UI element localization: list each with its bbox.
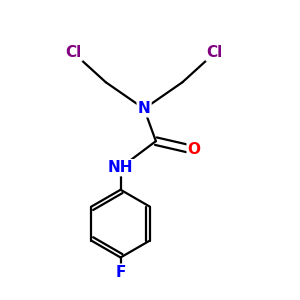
Text: NH: NH <box>108 160 133 175</box>
Text: Cl: Cl <box>65 45 82 60</box>
Text: F: F <box>116 265 126 280</box>
Text: N: N <box>138 101 151 116</box>
Text: Cl: Cl <box>207 45 223 60</box>
Text: O: O <box>188 142 201 158</box>
